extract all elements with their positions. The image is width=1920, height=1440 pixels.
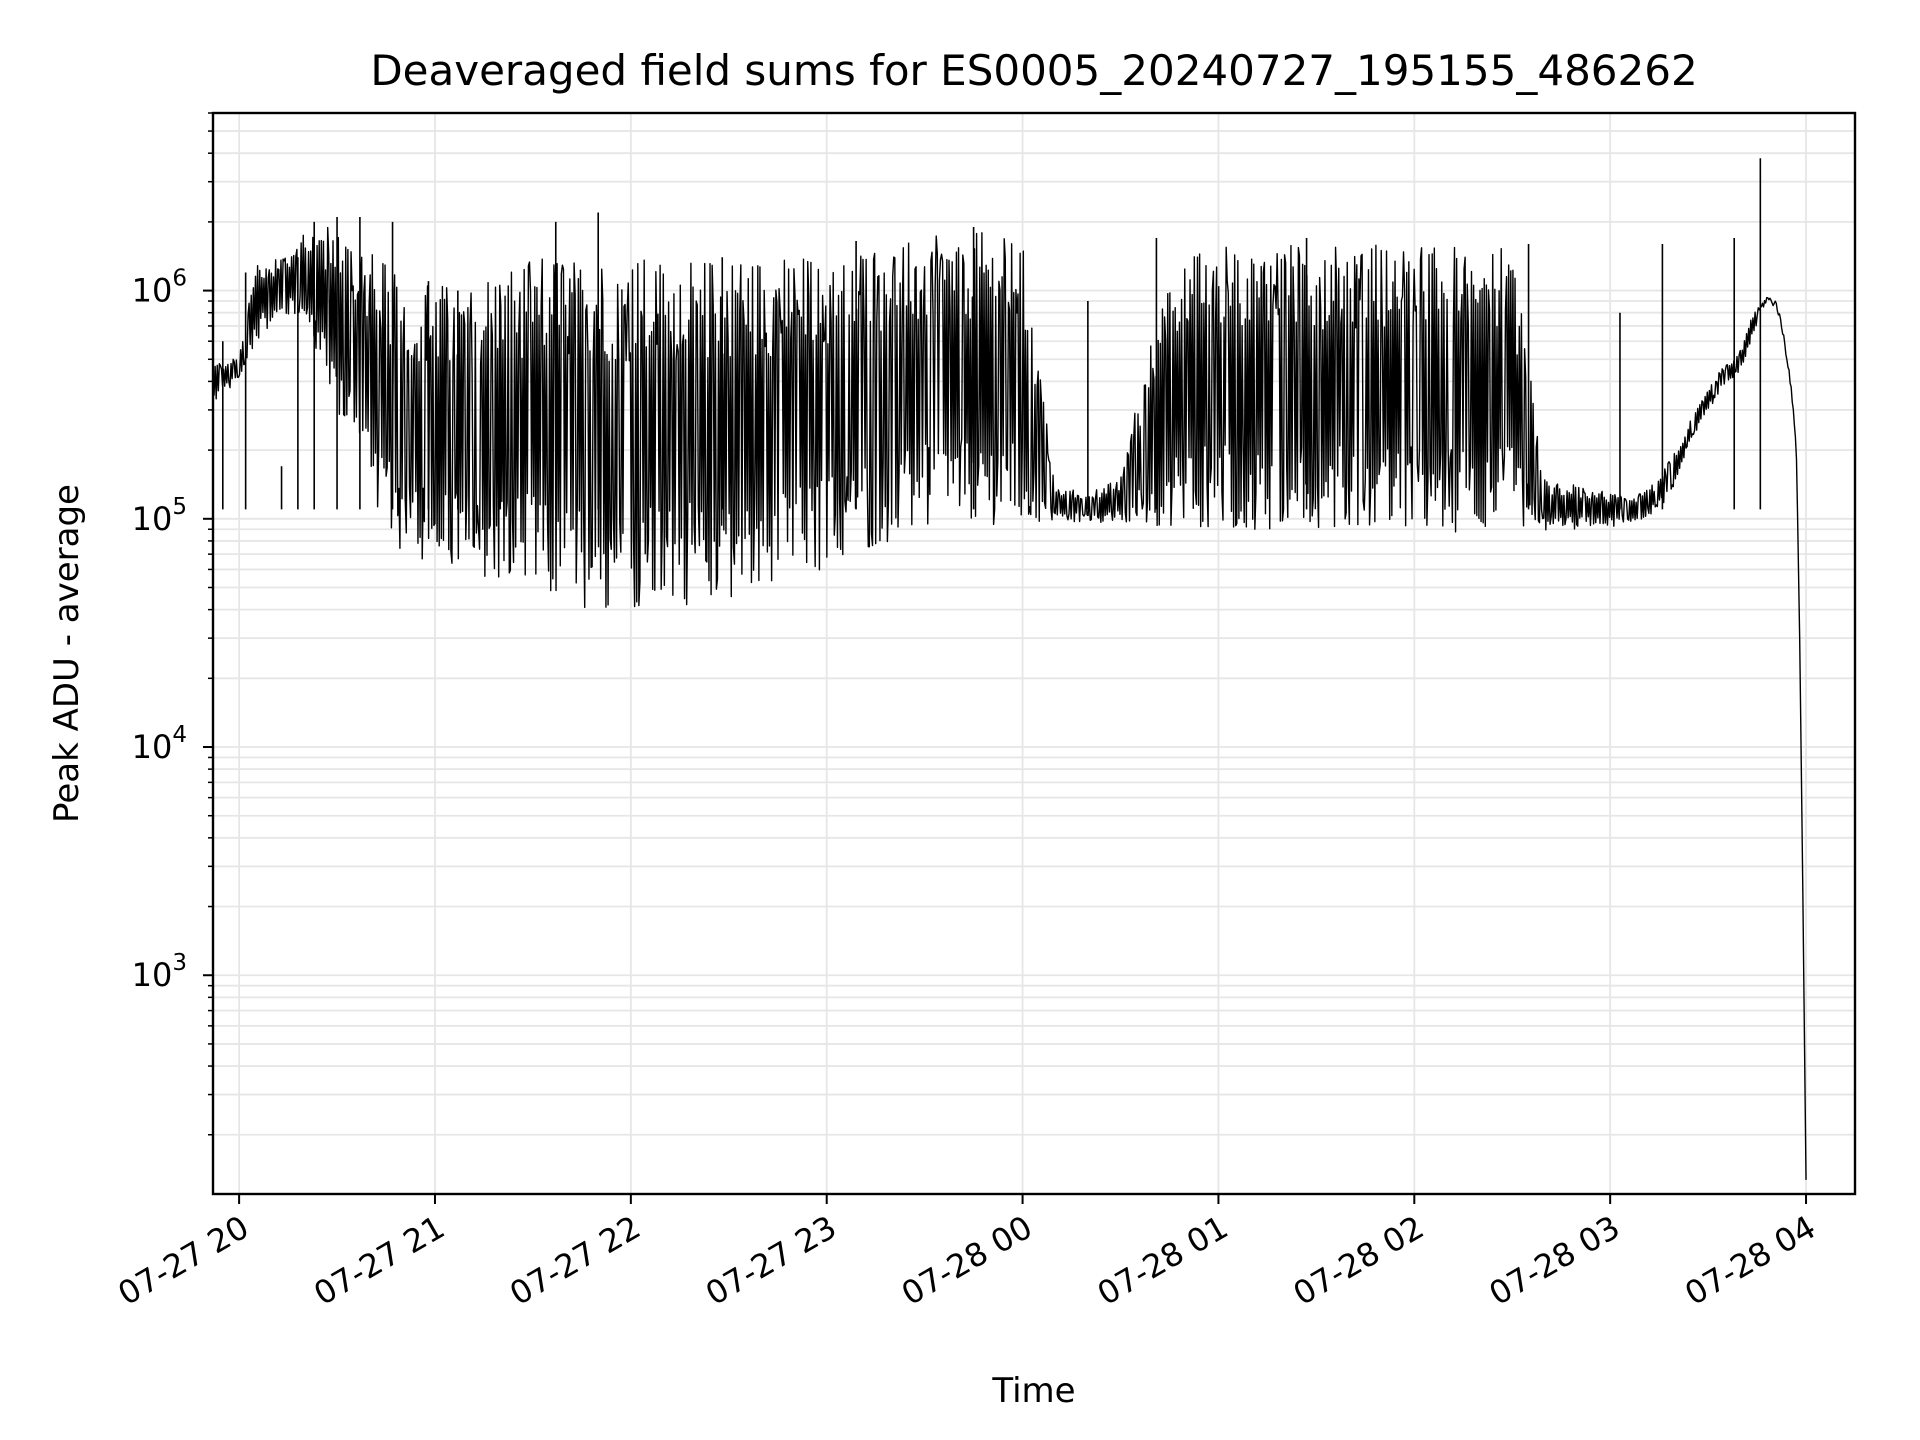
y-tick-label: 105	[132, 494, 187, 538]
y-axis-label: Peak ADU - average	[47, 484, 87, 823]
y-tick-exponent: 3	[172, 950, 187, 976]
y-tick-base: 10	[132, 956, 173, 994]
data-series	[213, 158, 1807, 1180]
y-tick-exponent: 5	[172, 494, 187, 520]
plot-frame	[211, 111, 1857, 1196]
plot-area	[213, 158, 1807, 1180]
y-tick-base: 10	[132, 272, 173, 310]
y-tick-label: 103	[132, 950, 187, 994]
y-tick-base: 10	[132, 500, 173, 538]
y-tick-label: 106	[132, 266, 187, 310]
y-tick-label: 104	[132, 722, 187, 766]
x-axis-label: Time	[991, 1371, 1075, 1411]
chart-title: Deaveraged field sums for ES0005_2024072…	[370, 46, 1697, 95]
y-tick-exponent: 6	[172, 266, 187, 292]
grid-lines	[213, 112, 1855, 1194]
y-tick-exponent: 4	[172, 722, 187, 748]
y-tick-base: 10	[132, 728, 173, 766]
data-line	[213, 226, 1807, 1180]
